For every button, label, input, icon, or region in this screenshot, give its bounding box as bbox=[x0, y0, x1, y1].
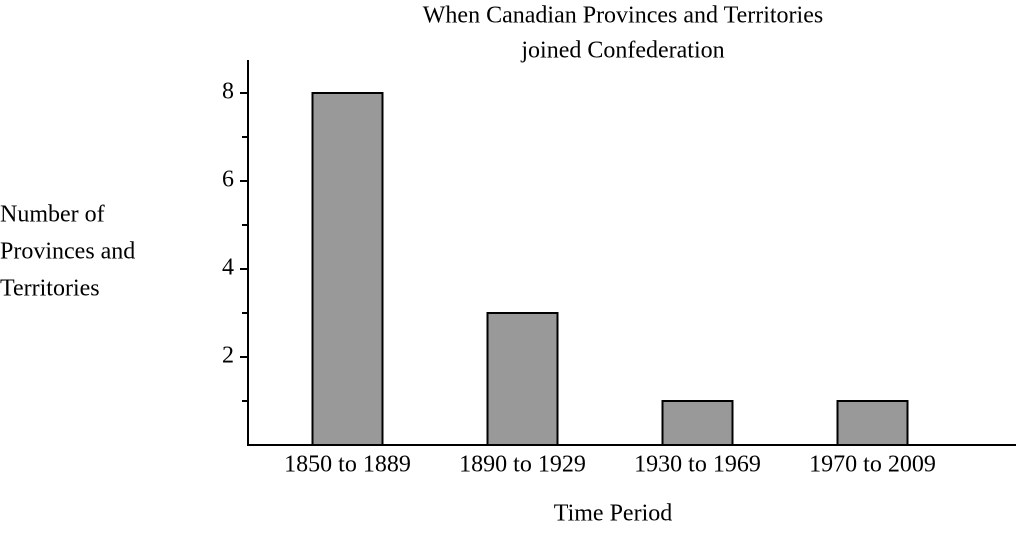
y-tick-label: 6 bbox=[222, 167, 234, 193]
x-tick-label: 1890 to 1929 bbox=[459, 452, 586, 478]
bar bbox=[661, 400, 734, 446]
y-axis-label: Provinces and bbox=[0, 239, 135, 265]
x-tick-label: 1970 to 2009 bbox=[809, 452, 936, 478]
x-axis-label: Time Period bbox=[554, 501, 672, 527]
chart-title: When Canadian Provinces and Territories bbox=[423, 3, 823, 29]
bar bbox=[311, 92, 384, 446]
y-axis-label: Number of bbox=[0, 202, 105, 228]
y-axis-label: Territories bbox=[0, 276, 100, 302]
x-tick-label: 1930 to 1969 bbox=[634, 452, 761, 478]
chart-title: joined Confederation bbox=[520, 38, 724, 64]
x-tick-label: 1850 to 1889 bbox=[284, 452, 411, 478]
bar bbox=[836, 400, 909, 446]
bar bbox=[486, 312, 559, 446]
y-tick-label: 8 bbox=[222, 79, 234, 105]
y-tick-label: 4 bbox=[222, 255, 234, 281]
y-tick-label: 2 bbox=[222, 343, 234, 369]
